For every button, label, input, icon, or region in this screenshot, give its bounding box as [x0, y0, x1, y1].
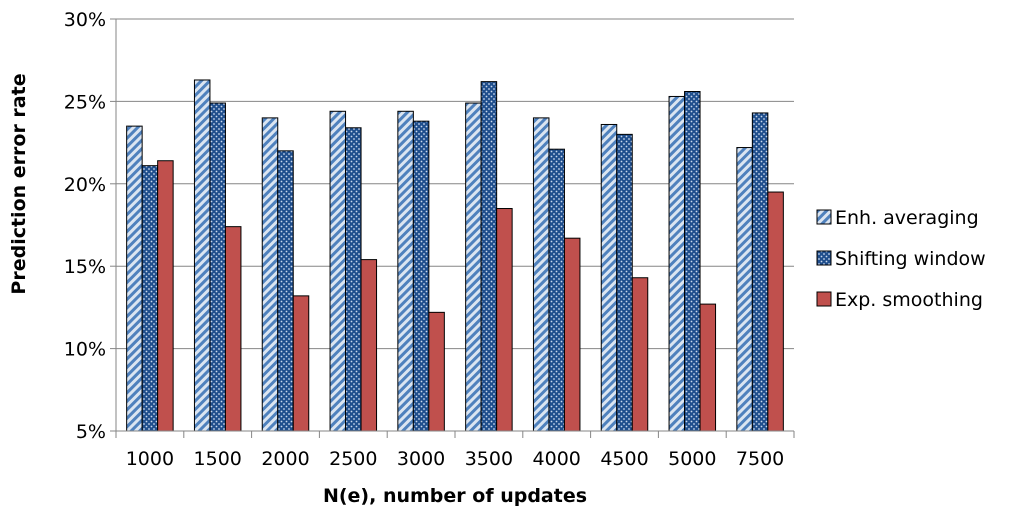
- x-tick-label: 3500: [465, 448, 513, 470]
- bar: [261, 117, 279, 432]
- bar: [277, 150, 294, 432]
- bar: [141, 165, 159, 432]
- x-tick-label: 7500: [736, 448, 784, 470]
- y-tick-label: 10%: [64, 339, 106, 361]
- bar: [668, 95, 686, 432]
- bars: [126, 79, 784, 432]
- axes: [110, 18, 795, 438]
- bar: [209, 102, 226, 432]
- y-tick-label: 25%: [64, 91, 106, 113]
- bar: [465, 102, 482, 432]
- bar: [736, 147, 753, 432]
- bar: [412, 120, 430, 432]
- bar: [631, 277, 649, 432]
- bar: [329, 110, 347, 432]
- bar: [616, 133, 633, 432]
- bar: [193, 79, 211, 432]
- legend-swatch: [816, 250, 832, 266]
- bar: [563, 237, 581, 432]
- bar: [126, 125, 143, 432]
- x-tick-label: 5000: [668, 448, 716, 470]
- y-tick-label: 5%: [76, 421, 106, 443]
- x-tick-label: 3000: [397, 448, 445, 470]
- legend-label: Shifting window: [835, 248, 986, 270]
- legend: Enh. averaging Shifting window Exp. smooth…: [816, 207, 986, 311]
- y-axis-title: Prediction error rate: [8, 73, 30, 294]
- bar: [360, 259, 378, 432]
- legend-label: Enh. averaging: [835, 207, 979, 229]
- x-tick-label: 4000: [533, 448, 581, 470]
- x-tick-label: 4500: [600, 448, 648, 470]
- legend-swatch: [816, 291, 832, 307]
- bar: [345, 127, 362, 432]
- tick-labels: 5% 10% 15% 20% 25% 30% 1000 1500 2000 2500 3000 350…: [64, 9, 785, 470]
- x-tick-label: 2500: [329, 448, 377, 470]
- bar: [496, 208, 513, 432]
- bar: [684, 91, 701, 432]
- bar: [157, 160, 174, 432]
- x-tick-label: 1500: [194, 448, 242, 470]
- bar: [548, 148, 565, 432]
- bar: [480, 81, 498, 432]
- legend-label: Exp. smoothing: [835, 289, 983, 311]
- x-tick-label: 2000: [261, 448, 309, 470]
- bar: [767, 191, 784, 432]
- bar: [224, 226, 242, 432]
- y-tick-label: 15%: [64, 256, 106, 278]
- legend-swatch: [816, 209, 832, 225]
- bar: [699, 303, 717, 432]
- bar: [751, 112, 769, 432]
- y-tick-label: 30%: [64, 9, 106, 31]
- bar: [428, 311, 445, 432]
- bar: [292, 295, 310, 432]
- x-axis-title: N(e), number of updates: [323, 485, 587, 507]
- x-tick-label: 1000: [126, 448, 174, 470]
- bar: [600, 123, 618, 432]
- bar: [397, 110, 414, 432]
- y-tick-label: 20%: [64, 174, 106, 196]
- bar: [532, 117, 550, 432]
